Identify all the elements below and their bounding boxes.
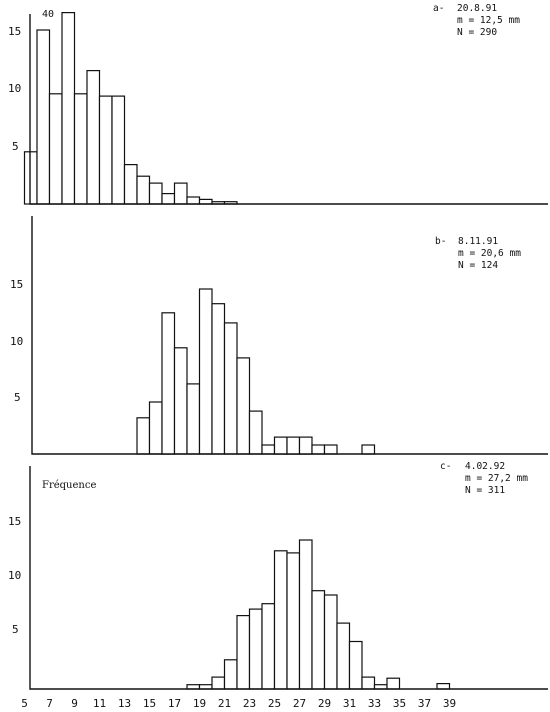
histogram-bar: [48, 93, 63, 205]
histogram-bar: [436, 682, 451, 690]
histogram-bar: [386, 677, 401, 690]
x-tick-label: 33: [368, 697, 381, 710]
panel-a: 15 10 5 40 a- 20.8.91 m = 12,5 mm N = 29…: [8, 3, 548, 205]
panel-b-ytick-15: 15: [10, 278, 23, 291]
x-tick-label: 13: [118, 697, 131, 710]
histogram-bar: [361, 676, 376, 690]
panel-b-count: N = 124: [458, 260, 498, 271]
panel-c-xticks: 5 7 9 11 13 15 17 19 21 23 25 27 29 31 33 35 37 39: [21, 697, 456, 710]
panel-b-axes: [31, 216, 548, 455]
histogram-bar: [286, 436, 301, 455]
histogram-bar: [211, 303, 226, 455]
x-tick-label: 35: [393, 697, 406, 710]
histogram-bar: [336, 622, 351, 690]
x-tick-label: 9: [71, 697, 78, 710]
panel-a-ytick-5: 5: [12, 140, 19, 153]
histogram-bar: [23, 151, 38, 205]
histogram-bar: [198, 288, 213, 455]
histogram-bar: [248, 608, 263, 690]
histogram-bar: [273, 550, 288, 690]
panel-b-letter: b-: [435, 236, 446, 247]
histogram-bar: [136, 175, 151, 205]
histogram-bar: [211, 676, 226, 690]
histogram-bar: [273, 436, 288, 455]
histogram-bar: [73, 93, 88, 205]
x-tick-label: 5: [21, 697, 28, 710]
panel-c-ylabel: Fréquence: [42, 480, 96, 491]
panel-c-bars: [186, 539, 451, 690]
histogram-bar: [323, 444, 338, 455]
panel-c-axes: [29, 466, 548, 690]
panel-c-date: 4.02.92: [465, 461, 505, 472]
panel-a-bars: [23, 12, 238, 205]
panel-b: 15 10 5 b- 8.11.91 m = 20,6 mm N = 124: [10, 216, 548, 455]
panel-a-axes: [29, 14, 548, 205]
panel-b-ytick-5: 5: [14, 391, 21, 404]
histogram-bar: [261, 444, 276, 455]
histogram-bar: [161, 312, 176, 455]
panel-c: 15 10 5 Fréquence c- 4.02.92 m = 27,2 mm…: [8, 461, 548, 710]
panel-b-date: 8.11.91: [458, 236, 498, 247]
histogram-bar: [236, 614, 251, 690]
histogram-bar: [173, 347, 188, 455]
histogram-bar: [148, 401, 163, 455]
histogram-bar: [261, 603, 276, 690]
panel-c-mean: m = 27,2 mm: [465, 473, 528, 484]
histogram-bar: [348, 640, 363, 690]
panel-c-ytick-15: 15: [8, 515, 21, 528]
panel-a-ytick-15: 15: [8, 25, 21, 38]
x-tick-label: 37: [418, 697, 431, 710]
histogram-bar: [361, 444, 376, 455]
histogram-bar: [311, 444, 326, 455]
histogram-bar: [311, 590, 326, 690]
histogram-bar: [136, 417, 151, 455]
x-tick-label: 25: [268, 697, 281, 710]
panel-a-count: N = 290: [457, 27, 497, 38]
histogram-bar: [286, 552, 301, 690]
x-tick-label: 23: [243, 697, 256, 710]
histogram-bar: [186, 196, 201, 205]
histogram-bar: [173, 182, 188, 205]
histogram-bar: [298, 436, 313, 455]
panel-a-date: 20.8.91: [457, 3, 497, 14]
panel-c-count: N = 311: [465, 485, 505, 496]
panel-a-extra-label: 40: [42, 9, 54, 20]
histogram-bar: [123, 164, 138, 205]
x-tick-label: 17: [168, 697, 181, 710]
histogram-bar: [323, 594, 338, 690]
histogram-bar: [223, 322, 238, 455]
histogram-bar: [298, 539, 313, 690]
x-tick-label: 11: [93, 697, 106, 710]
x-tick-label: 39: [443, 697, 456, 710]
x-tick-label: 27: [293, 697, 306, 710]
panel-a-letter: a-: [433, 3, 444, 14]
x-tick-label: 31: [343, 697, 356, 710]
x-tick-label: 29: [318, 697, 331, 710]
x-tick-label: 21: [218, 697, 231, 710]
panel-a-ytick-10: 10: [8, 82, 21, 95]
x-tick-label: 15: [143, 697, 156, 710]
panel-a-mean: m = 12,5 mm: [457, 15, 520, 26]
panel-c-ytick-5: 5: [12, 623, 19, 636]
panel-b-mean: m = 20,6 mm: [458, 248, 521, 259]
histogram-bar: [36, 29, 51, 205]
histogram-bar: [61, 12, 76, 205]
panel-c-ytick-10: 10: [8, 569, 21, 582]
panel-b-bars: [136, 288, 376, 455]
histogram-bar: [186, 383, 201, 455]
x-tick-label: 19: [193, 697, 206, 710]
histogram-bar: [86, 69, 101, 205]
histogram-bar: [236, 357, 251, 455]
histogram-bar: [98, 95, 113, 205]
histogram-bar: [111, 95, 126, 205]
histogram-bar: [148, 182, 163, 205]
panel-c-letter: c-: [440, 461, 451, 472]
panel-b-ytick-10: 10: [10, 335, 23, 348]
x-tick-label: 7: [46, 697, 53, 710]
histogram-bar: [161, 193, 176, 205]
histogram-bar: [248, 410, 263, 455]
histogram-bar: [223, 659, 238, 690]
